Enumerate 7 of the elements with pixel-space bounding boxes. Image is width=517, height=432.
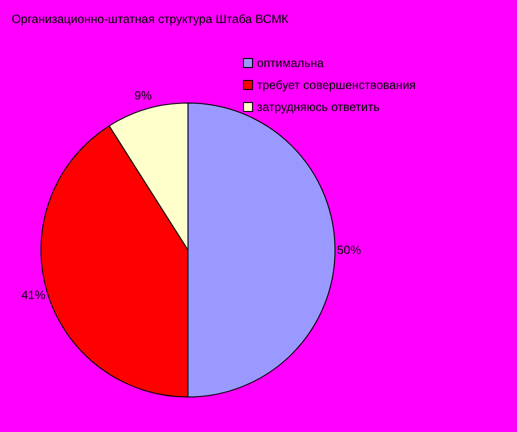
legend-label: оптимальна — [257, 56, 324, 70]
legend-label: требует совершенствования — [257, 78, 416, 92]
legend-label: затрудняюсь ответить — [257, 100, 380, 114]
data-label: 41% — [21, 288, 46, 302]
data-label: 50% — [336, 243, 362, 257]
chart-title: Организационно-штатная структура Штаба ВСМК — [10, 12, 290, 26]
data-label: 9% — [134, 88, 152, 102]
